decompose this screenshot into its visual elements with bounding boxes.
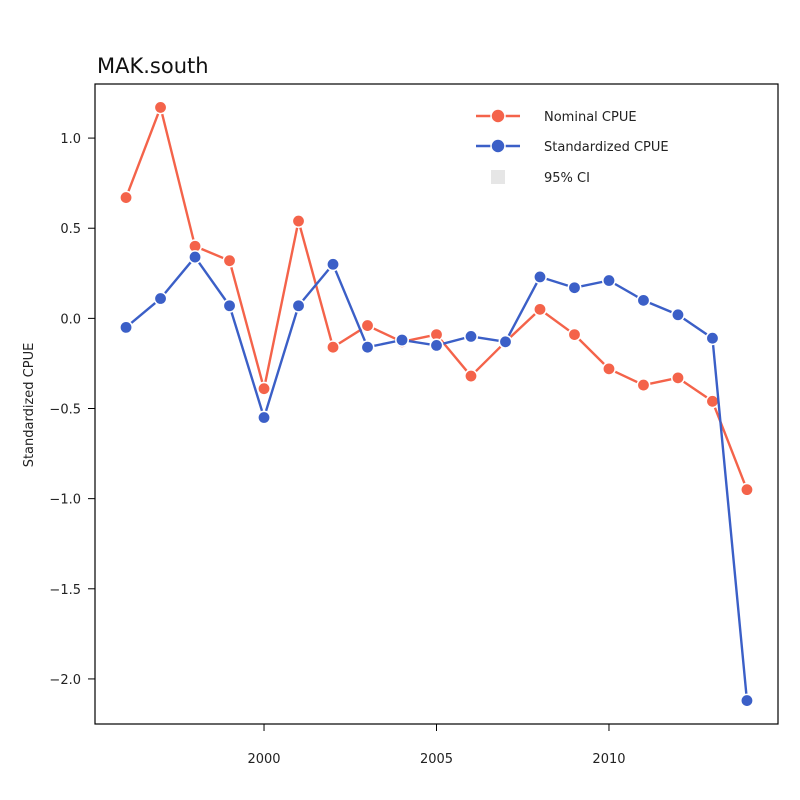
legend-marker — [490, 138, 506, 154]
chart-title: MAK.south — [97, 54, 209, 78]
data-point — [532, 302, 547, 317]
data-point — [360, 340, 375, 355]
y-tick-label: 1.0 — [60, 132, 81, 147]
data-point — [463, 329, 478, 344]
x-tick-label: 2000 — [247, 752, 280, 767]
data-point — [601, 273, 616, 288]
data-point — [119, 190, 134, 205]
legend-label: Nominal CPUE — [544, 110, 637, 125]
data-point — [326, 340, 341, 355]
y-tick-label: −2.0 — [49, 673, 81, 688]
data-point — [532, 269, 547, 284]
data-point — [153, 291, 168, 306]
data-point — [119, 320, 134, 335]
x-axis: 2000 2005 2010 — [247, 724, 626, 767]
data-point — [601, 361, 616, 376]
data-point — [739, 693, 754, 708]
x-tick-label: 2005 — [420, 752, 453, 767]
plot-frame — [94, 83, 779, 725]
x-tick-label: 2010 — [592, 752, 625, 767]
y-tick-label: −0.5 — [49, 403, 81, 418]
legend: Nominal CPUE Standardized CPUE 95% CI — [476, 108, 669, 186]
legend-marker — [490, 108, 506, 124]
data-point — [636, 293, 651, 308]
data-point — [360, 318, 375, 333]
series-line — [125, 255, 749, 701]
data-point — [395, 332, 410, 347]
series-layer — [119, 100, 754, 708]
y-tick-label: −1.0 — [49, 493, 81, 508]
data-point — [291, 214, 306, 229]
y-tick-label: −1.5 — [49, 583, 81, 598]
y-tick-label: 0.0 — [60, 312, 81, 327]
y-axis: 1.0 0.5 0.0 −0.5 −1.0 −1.5 −2.0 — [49, 132, 95, 688]
legend-label: 95% CI — [544, 171, 590, 186]
data-point — [567, 327, 582, 342]
legend-label: Standardized CPUE — [544, 140, 669, 155]
data-point — [705, 394, 720, 409]
data-point — [636, 378, 651, 393]
data-point — [705, 331, 720, 346]
series-nominal-cpue — [119, 100, 754, 497]
data-point — [567, 280, 582, 295]
legend-ci-swatch — [491, 170, 505, 184]
data-point — [739, 482, 754, 497]
data-point — [222, 253, 237, 268]
data-point — [257, 410, 272, 425]
series-standardized-cpue — [119, 250, 754, 708]
data-point — [291, 298, 306, 313]
data-point — [429, 338, 444, 353]
data-point — [257, 381, 272, 396]
data-point — [153, 100, 168, 115]
y-tick-label: 0.5 — [60, 222, 81, 237]
series-line — [124, 106, 749, 491]
data-point — [670, 370, 685, 385]
data-point — [188, 250, 203, 265]
data-point — [326, 257, 341, 272]
data-point — [222, 298, 237, 313]
data-point — [498, 334, 513, 349]
data-point — [463, 369, 478, 384]
y-axis-label: Standardized CPUE — [22, 343, 37, 468]
data-point — [670, 307, 685, 322]
